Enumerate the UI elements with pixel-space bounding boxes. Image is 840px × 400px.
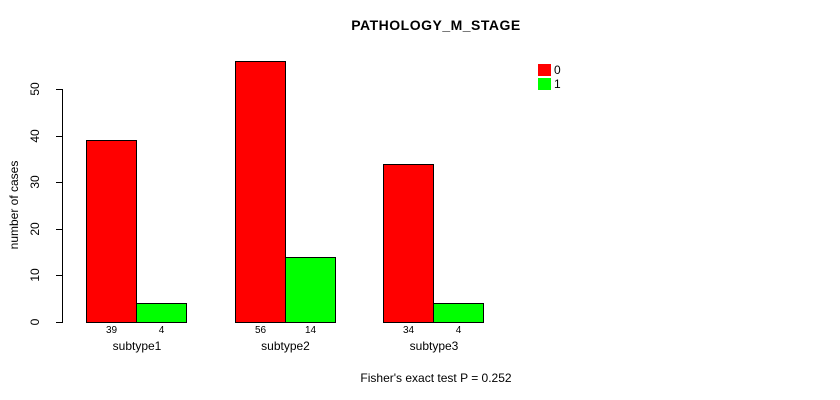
- y-axis-tick: [56, 229, 62, 230]
- bar-subtype2-series0: [235, 61, 286, 323]
- y-axis-tick-label: 40: [28, 129, 42, 143]
- legend-label-1: 1: [554, 77, 561, 91]
- bar-count-label: 4: [455, 325, 462, 336]
- y-axis-tick-label: 10: [28, 268, 42, 282]
- y-axis-tick-label: 20: [28, 222, 42, 236]
- category-label-subtype1: subtype1: [112, 339, 162, 353]
- bar-subtype1-series0: [86, 140, 137, 323]
- bar-subtype3-series1: [433, 303, 484, 323]
- fisher-test-annotation: Fisher's exact test P = 0.252: [360, 371, 512, 385]
- y-axis-tick: [56, 89, 62, 90]
- y-axis-tick-label: 50: [28, 82, 42, 96]
- y-axis-tick-label: 0: [28, 318, 42, 326]
- y-axis-tick: [56, 275, 62, 276]
- bar-subtype1-series1: [136, 303, 187, 323]
- bar-count-label: 56: [254, 325, 267, 336]
- y-axis-label: number of cases: [7, 160, 21, 250]
- bar-subtype3-series0: [383, 164, 434, 323]
- y-axis-tick: [56, 322, 62, 323]
- bar-count-label: 4: [158, 325, 165, 336]
- y-axis-tick: [56, 136, 62, 137]
- bar-count-label: 34: [402, 325, 415, 336]
- chart-title: PATHOLOGY_M_STAGE: [351, 17, 521, 33]
- y-axis-tick-label: 30: [28, 175, 42, 189]
- legend-swatch-1: [538, 78, 551, 90]
- y-axis-tick: [56, 182, 62, 183]
- bar-subtype2-series1: [285, 257, 336, 323]
- y-axis-line: [62, 89, 63, 323]
- category-label-subtype2: subtype2: [261, 339, 310, 353]
- bar-count-label: 14: [304, 325, 317, 336]
- category-label-subtype3: subtype3: [409, 339, 459, 353]
- legend-label-0: 0: [554, 63, 561, 77]
- bar-count-label: 39: [105, 325, 118, 336]
- legend-swatch-0: [538, 64, 551, 76]
